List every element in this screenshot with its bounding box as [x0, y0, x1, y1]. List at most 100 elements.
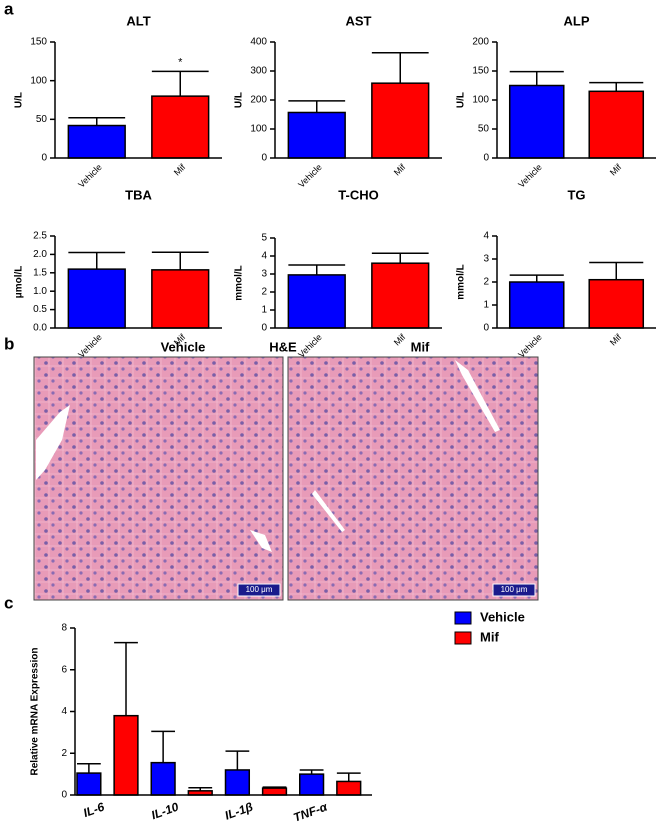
- stain-label: H&E: [269, 339, 297, 354]
- x-tick-label: Mif: [392, 332, 408, 348]
- bar: [113, 714, 139, 796]
- chart-title: TG: [567, 187, 585, 202]
- bar: [151, 95, 210, 159]
- x-tick-label: IL-10: [149, 800, 180, 823]
- significance: *: [178, 56, 183, 68]
- y-tick-label: 6: [61, 664, 67, 675]
- micrograph: [287, 356, 539, 601]
- y-tick-label: 1: [483, 300, 489, 311]
- x-tick-label: Mif: [608, 332, 624, 348]
- y-tick-label: 0: [261, 153, 267, 164]
- y-tick-label: 1.5: [33, 267, 47, 278]
- y-tick-label: 150: [472, 66, 489, 77]
- y-tick-label: 2: [261, 287, 267, 298]
- y-axis-label: U/L: [456, 92, 467, 108]
- y-tick-label: 3: [261, 269, 267, 280]
- x-tick-label: IL-6: [81, 800, 106, 821]
- vessel: [250, 530, 272, 552]
- x-tick-label: Vehicle: [76, 162, 104, 190]
- bar: [76, 772, 102, 796]
- y-axis-label: μmol/L: [14, 266, 25, 299]
- y-axis-label: Relative mRNA Expression: [30, 647, 41, 775]
- chart-title: AST: [346, 13, 372, 28]
- chart-title: TBA: [125, 187, 152, 202]
- image-title: Mif: [411, 339, 430, 354]
- bar: [371, 262, 430, 329]
- histology: Vehicle H&E Mif 100 μm 100 μm: [33, 339, 539, 601]
- chart-title: ALP: [564, 13, 590, 28]
- y-tick-label: 50: [478, 124, 490, 135]
- y-tick-label: 4: [483, 231, 489, 242]
- bar: [67, 124, 126, 159]
- y-axis-label: U/L: [14, 92, 25, 108]
- scale-bar: [492, 583, 536, 597]
- y-tick-label: 0.0: [33, 323, 47, 334]
- y-tick-label: 300: [250, 66, 267, 77]
- vessel: [36, 405, 70, 480]
- legend-swatch: [454, 631, 472, 645]
- bar: [299, 773, 325, 796]
- bar: [261, 787, 288, 796]
- bar: [287, 111, 346, 159]
- legend-swatch: [454, 611, 472, 625]
- y-tick-label: 1.0: [33, 286, 47, 297]
- x-tick-label: Vehicle: [296, 162, 324, 190]
- x-tick-label: Vehicle: [76, 332, 104, 360]
- x-tick-label: IL-1β: [223, 799, 255, 822]
- panel-label: b: [4, 334, 14, 353]
- y-tick-label: 0: [261, 323, 267, 334]
- legend-label: Vehicle: [480, 609, 525, 624]
- y-tick-label: 4: [61, 706, 67, 717]
- bar: [224, 769, 251, 796]
- y-tick-label: 0: [41, 153, 47, 164]
- x-tick-label: Mif: [172, 162, 188, 178]
- y-tick-label: 100: [30, 75, 47, 86]
- y-tick-label: 2: [61, 748, 67, 759]
- x-tick-label: Vehicle: [516, 162, 544, 190]
- bar: [371, 82, 430, 159]
- y-tick-label: 100: [472, 95, 489, 106]
- y-tick-label: 400: [250, 37, 267, 48]
- y-tick-label: 0: [483, 153, 489, 164]
- y-axis-label: U/L: [234, 92, 245, 108]
- bar: [67, 268, 126, 329]
- y-tick-label: 2: [483, 277, 489, 288]
- legend-label: Mif: [480, 629, 499, 644]
- y-tick-label: 1: [261, 305, 267, 316]
- bar: [287, 274, 346, 329]
- x-tick-label: TNF-α: [292, 799, 330, 824]
- y-tick-label: 100: [250, 124, 267, 135]
- y-tick-label: 2.0: [33, 249, 47, 260]
- micrograph: [33, 356, 284, 601]
- bar: [588, 90, 645, 159]
- scale-bar: [237, 583, 281, 597]
- y-axis-label: mmol/L: [456, 264, 467, 300]
- bar: [150, 761, 176, 796]
- bar: [588, 278, 645, 329]
- y-tick-label: 5: [261, 233, 267, 244]
- y-tick-label: 0: [483, 323, 489, 334]
- image-title: Vehicle: [161, 339, 206, 354]
- scale-bar-label: 100 μm: [246, 585, 273, 594]
- y-tick-label: 200: [472, 37, 489, 48]
- chart-title: ALT: [126, 13, 150, 28]
- x-tick-label: Mif: [392, 162, 408, 178]
- x-tick-label: Vehicle: [296, 332, 324, 360]
- vessel: [455, 360, 500, 432]
- bar: [508, 84, 565, 159]
- panel-label: a: [4, 0, 14, 18]
- bar: [151, 269, 210, 329]
- vessel: [312, 490, 345, 532]
- bar: [508, 281, 565, 329]
- y-tick-label: 8: [61, 623, 67, 634]
- y-tick-label: 0: [61, 790, 67, 801]
- y-tick-label: 4: [261, 251, 267, 262]
- y-tick-label: 2.5: [33, 231, 47, 242]
- y-tick-label: 0.5: [33, 304, 47, 315]
- y-tick-label: 3: [483, 254, 489, 265]
- chart-title: T-CHO: [338, 187, 378, 202]
- y-tick-label: 200: [250, 95, 267, 106]
- x-tick-label: Mif: [608, 162, 624, 178]
- y-tick-label: 50: [36, 114, 48, 125]
